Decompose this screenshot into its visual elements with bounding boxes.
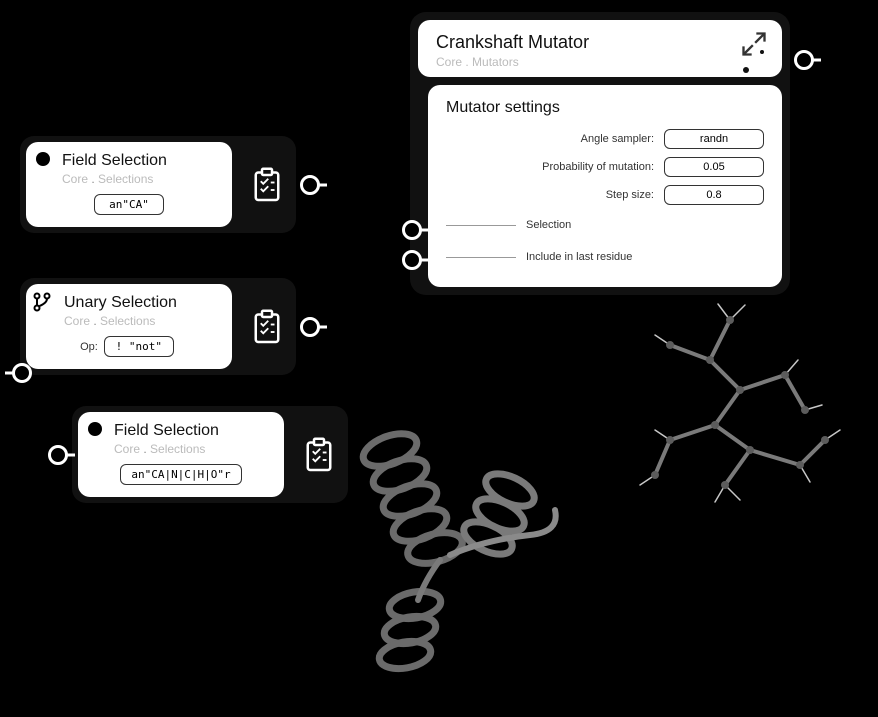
output-port[interactable] xyxy=(300,317,320,337)
breadcrumb-part: Mutators xyxy=(472,55,519,69)
output-port[interactable] xyxy=(300,175,320,195)
breadcrumb-part: Selections xyxy=(98,172,153,186)
protein-ribbon-graphic xyxy=(300,380,610,700)
angle-input[interactable]: randn xyxy=(664,129,764,149)
node-title: Unary Selection xyxy=(64,294,218,312)
node-title: Field Selection xyxy=(62,152,218,170)
mutator-header: Crankshaft Mutator Core . Mutators xyxy=(418,20,782,77)
setting-row-selection: Selection xyxy=(446,213,764,237)
clipboard-icon xyxy=(252,309,282,345)
connector-line xyxy=(446,225,516,226)
prob-input[interactable]: 0.05 xyxy=(664,157,764,177)
node-card: Unary Selection Core . Selections Op: ! … xyxy=(26,284,232,369)
op-label: Op: xyxy=(80,341,98,353)
node-side-panel xyxy=(238,136,296,233)
node-breadcrumb: Core . Selections xyxy=(62,172,218,186)
breadcrumb-part: Core xyxy=(436,55,462,69)
node-field-selection-1[interactable]: Field Selection Core . Selections an"CA" xyxy=(20,136,296,233)
mutator-output-port[interactable] xyxy=(794,50,814,70)
breadcrumb-part: Core xyxy=(62,172,88,186)
section-title: Mutator settings xyxy=(446,99,764,117)
node-breadcrumb: Core . Selections xyxy=(114,442,270,456)
breadcrumb-part: Core xyxy=(114,442,140,456)
input-port[interactable] xyxy=(12,363,32,383)
mutator-selection-port[interactable] xyxy=(402,220,422,240)
connector-line xyxy=(446,257,516,258)
node-side-panel xyxy=(238,278,296,375)
step-label: Step size: xyxy=(606,189,654,201)
breadcrumb-part: Core xyxy=(64,314,90,328)
setting-row-step: Step size: 0.8 xyxy=(446,185,764,205)
node-crankshaft-mutator[interactable]: Crankshaft Mutator Core . Mutators Mutat… xyxy=(410,12,790,295)
clipboard-icon xyxy=(252,167,282,203)
mutator-include-port[interactable] xyxy=(402,250,422,270)
field-value-input[interactable]: an"CA" xyxy=(94,194,164,215)
mutator-title: Crankshaft Mutator xyxy=(436,32,764,53)
node-card: Field Selection Core . Selections an"CA|… xyxy=(78,412,284,497)
mutator-breadcrumb: Core . Mutators xyxy=(436,55,764,69)
op-value-input[interactable]: ! "not" xyxy=(104,336,174,357)
node-unary-selection[interactable]: Unary Selection Core . Selections Op: ! … xyxy=(20,278,296,375)
mutator-body: Mutator settings Angle sampler: randn Pr… xyxy=(428,85,782,287)
gears-icon xyxy=(732,42,772,81)
prob-label: Probability of mutation: xyxy=(542,161,654,173)
include-label: Include in last residue xyxy=(526,251,632,263)
angle-label: Angle sampler: xyxy=(581,133,654,145)
input-port[interactable] xyxy=(48,445,68,465)
node-title: Field Selection xyxy=(114,422,270,440)
setting-row-angle: Angle sampler: randn xyxy=(446,129,764,149)
molecule-stick-graphic xyxy=(600,290,860,530)
selection-label: Selection xyxy=(526,219,571,231)
node-status-dot xyxy=(36,152,50,166)
setting-row-prob: Probability of mutation: 0.05 xyxy=(446,157,764,177)
branch-icon xyxy=(32,292,52,312)
setting-row-include: Include in last residue xyxy=(446,245,764,269)
node-status-dot xyxy=(88,422,102,436)
node-card: Field Selection Core . Selections an"CA" xyxy=(26,142,232,227)
field-value-input[interactable]: an"CA|N|C|H|O"r xyxy=(120,464,241,485)
breadcrumb-part: Selections xyxy=(150,442,205,456)
breadcrumb-part: Selections xyxy=(100,314,155,328)
step-input[interactable]: 0.8 xyxy=(664,185,764,205)
node-breadcrumb: Core . Selections xyxy=(64,314,218,328)
